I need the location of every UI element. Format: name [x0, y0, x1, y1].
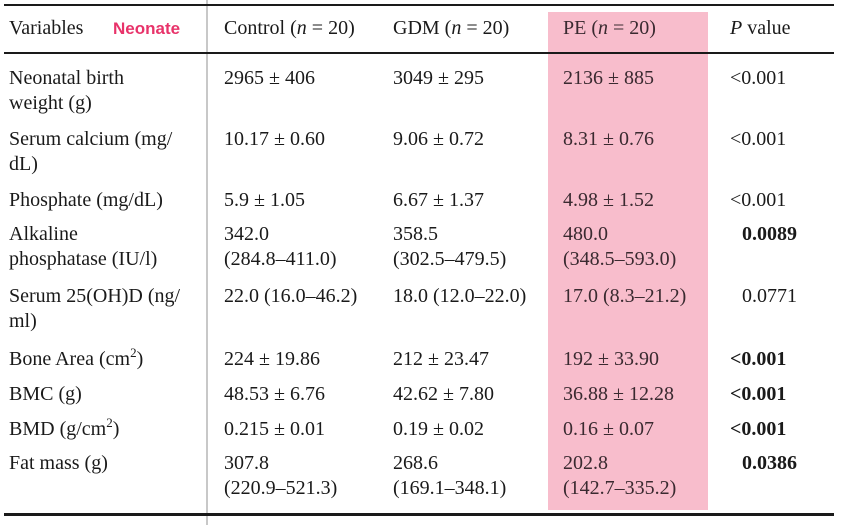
- row-alp-control: 342.0 (284.8–411.0): [224, 223, 337, 270]
- row-vitd-p: 0.0771: [742, 285, 797, 307]
- table-bottom-rule: [4, 513, 834, 516]
- row-phosphate-gdm: 6.67 ± 1.37: [393, 189, 484, 211]
- neonate-badge: Neonate: [113, 19, 181, 38]
- row-vitd-variable: Serum 25(OH)D (ng/ml): [9, 285, 181, 332]
- row-calcium-pe: 8.31 ± 0.76: [563, 128, 654, 150]
- row-vitd-gdm: 18.0 (12.0–22.0): [393, 285, 527, 307]
- header-control: Control (n = 20): [224, 17, 355, 39]
- row-vitd-pe: 17.0 (8.3–21.2): [563, 285, 687, 307]
- row-birth-weight-pe: 2136 ± 885: [563, 67, 654, 89]
- row-bone-area-control: 224 ± 19.86: [224, 348, 320, 370]
- header-gdm: GDM (n = 20): [393, 17, 510, 39]
- row-vitd-control: 22.0 (16.0–46.2): [224, 285, 358, 307]
- row-fat-mass-pe: 202.8 (142.7–335.2): [563, 452, 677, 499]
- row-calcium-variable: Serum calcium (mg/dL): [9, 128, 173, 175]
- row-bone-area-pe: 192 ± 33.90: [563, 348, 659, 370]
- row-bmc-control: 48.53 ± 6.76: [224, 383, 325, 405]
- row-bone-area-gdm: 212 ± 23.47: [393, 348, 489, 370]
- row-calcium-control: 10.17 ± 0.60: [224, 128, 325, 150]
- column-divider: [206, 0, 208, 525]
- row-bmd-pe: 0.16 ± 0.07: [563, 418, 654, 440]
- row-bmd-variable: BMD (g/cm2): [9, 415, 120, 440]
- row-alp-variable: Alkaline phosphatase (IU/l): [9, 223, 158, 270]
- row-fat-mass-gdm: 268.6 (169.1–348.1): [393, 452, 507, 499]
- row-alp-gdm: 358.5 (302.5–479.5): [393, 223, 507, 270]
- row-calcium-p: <0.001: [730, 128, 787, 150]
- row-bmc-pe: 36.88 ± 12.28: [563, 383, 674, 405]
- row-phosphate-pe: 4.98 ± 1.52: [563, 189, 654, 211]
- row-fat-mass-variable: Fat mass (g): [9, 452, 108, 474]
- row-bmc-variable: BMC (g): [9, 383, 82, 405]
- row-phosphate-p: <0.001: [730, 189, 787, 211]
- row-bmd-gdm: 0.19 ± 0.02: [393, 418, 484, 440]
- row-birth-weight-control: 2965 ± 406: [224, 67, 315, 89]
- row-bmc-p: <0.001: [730, 383, 787, 405]
- row-alp-p: 0.0089: [742, 223, 797, 245]
- row-bone-area-p: <0.001: [730, 348, 787, 370]
- header-p-value: P value: [730, 17, 791, 39]
- row-birth-weight-variable: Neonatal birth weight (g): [9, 67, 124, 114]
- row-bone-area-variable: Bone Area (cm2): [9, 345, 144, 370]
- row-birth-weight-p: <0.001: [730, 67, 787, 89]
- row-fat-mass-p: 0.0386: [742, 452, 797, 474]
- table-top-rule: [4, 4, 834, 6]
- table-header-rule: [4, 52, 834, 54]
- header-pe: PE (n = 20): [563, 17, 656, 39]
- row-fat-mass-control: 307.8 (220.9–521.3): [224, 452, 338, 499]
- row-calcium-gdm: 9.06 ± 0.72: [393, 128, 484, 150]
- row-birth-weight-gdm: 3049 ± 295: [393, 67, 484, 89]
- row-alp-pe: 480.0 (348.5–593.0): [563, 223, 677, 270]
- row-phosphate-control: 5.9 ± 1.05: [224, 189, 305, 211]
- header-variables: Variables: [9, 17, 84, 39]
- row-phosphate-variable: Phosphate (mg/dL): [9, 189, 163, 211]
- pe-column-highlight: [548, 12, 708, 510]
- row-bmc-gdm: 42.62 ± 7.80: [393, 383, 494, 405]
- row-bmd-control: 0.215 ± 0.01: [224, 418, 325, 440]
- row-bmd-p: <0.001: [730, 418, 787, 440]
